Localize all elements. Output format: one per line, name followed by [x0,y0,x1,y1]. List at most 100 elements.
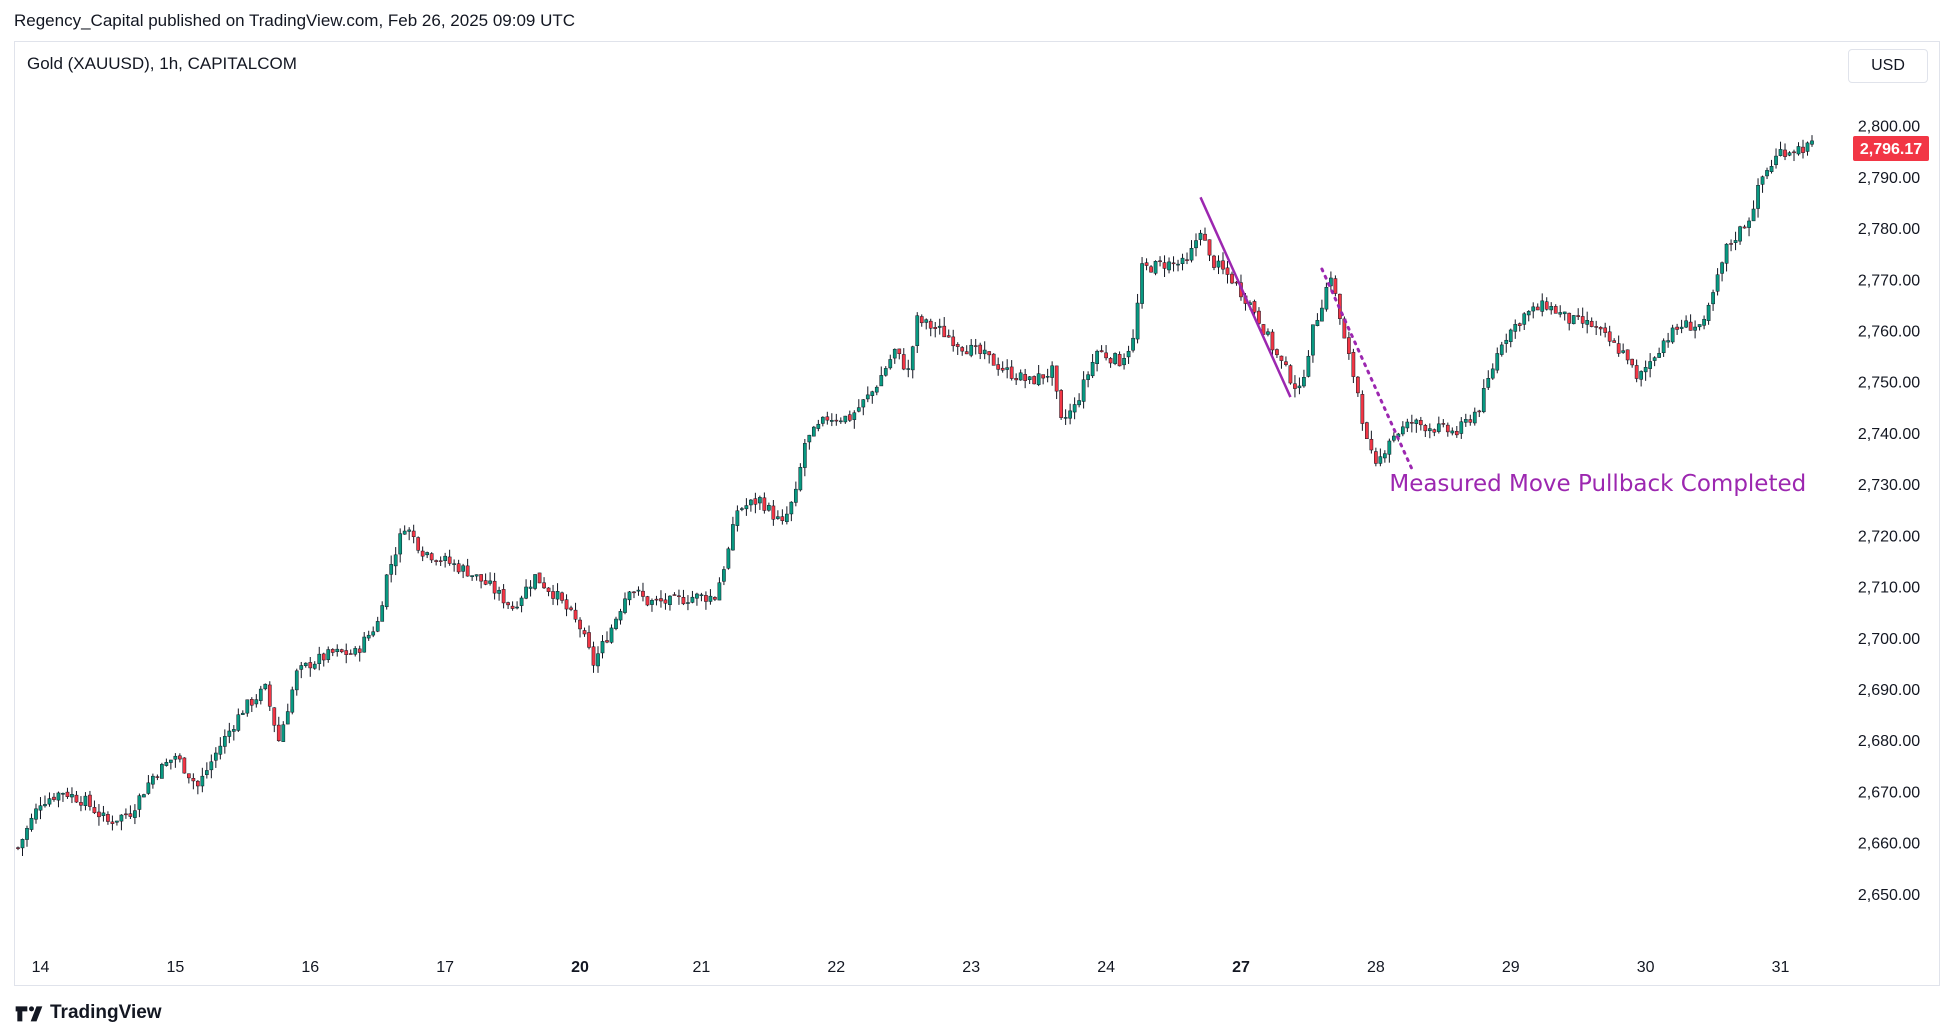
candle-body [366,634,371,639]
candle-body [393,554,398,567]
y-tick-label: 2,650.00 [1858,887,1920,904]
candle-body [1068,410,1072,419]
candle-body [555,591,560,600]
candle-body [245,699,250,714]
candle-body [402,530,407,535]
candle-body [1481,388,1486,413]
candle-body [879,375,884,387]
candle-body [695,593,699,599]
candle-body [137,795,142,810]
candle-body [897,348,902,354]
candle-body [1562,311,1567,315]
candle-body [488,580,492,584]
candle-body [425,552,430,556]
y-tick-label: 2,680.00 [1858,733,1920,750]
candle-body [789,501,794,515]
candle-body [1517,323,1522,326]
candle-body [1275,349,1279,356]
candle-body [1616,343,1621,354]
y-tick-label: 2,760.00 [1858,323,1920,340]
y-tick-label: 2,740.00 [1858,426,1920,443]
candle-body [52,796,56,800]
candle-body [663,599,668,604]
last-price-badge-bg [1853,136,1929,161]
candle-body [744,505,749,510]
candle-body [1499,344,1504,355]
candle-body [1297,385,1302,389]
currency-button[interactable]: USD [1848,49,1928,83]
candle-body [74,794,79,803]
candle-body [888,359,893,369]
candle-body [793,488,798,503]
candle-body [1414,419,1419,424]
candle-body [681,597,686,605]
candle-body [1270,331,1275,351]
candle-body [919,316,924,324]
candle-body [641,590,645,597]
candle-body [820,416,825,424]
candle-body [1580,316,1585,324]
candle-body [1333,278,1338,294]
candle-body [375,621,380,632]
candle-body [1432,429,1437,433]
candle-body [618,611,623,621]
candle-body [1009,366,1014,379]
candle-body [1423,425,1428,432]
candle-body [155,776,160,778]
annotation-label[interactable]: Measured Move Pullback Completed [1389,471,1806,497]
dotted-projection-line[interactable] [1320,267,1414,471]
y-tick-label: 2,800.00 [1858,119,1920,136]
candle-body [1293,383,1297,389]
candle-body [771,505,776,520]
candle-body [1544,301,1549,310]
candle-body [1302,377,1306,387]
tradingview-logo[interactable]: TradingView [14,1000,162,1026]
candle-body [231,729,236,732]
x-tick-label: 24 [1097,959,1115,976]
x-tick-label: 31 [1772,959,1790,976]
candle-body [1144,262,1149,266]
candle-body [1540,300,1545,312]
candle-body [978,344,983,354]
candle-body [1014,378,1019,381]
candle-body [411,530,416,538]
price-axis: 2,650.00 2,660.00 2,670.00 2,680.00 2,690.00… [1858,119,1920,904]
candle-body [1679,326,1684,329]
x-tick-label: 17 [436,959,454,976]
candle-body [1724,243,1729,264]
candle-body [1194,240,1198,249]
candle-body [1441,423,1446,425]
candle-body [1634,365,1639,379]
candle-body [955,344,960,347]
candle-body [1801,146,1805,153]
candle-body [1072,404,1077,413]
candle-body [1657,353,1661,358]
candle-body [1266,331,1270,335]
candle-body [1670,327,1675,343]
candle-body [942,325,947,338]
candle-body [240,712,245,715]
annotations-layer: Measured Move Pullback Completed [1199,196,1806,497]
candle-body [1418,420,1423,426]
candle-body [991,353,996,366]
candle-body [519,597,524,606]
candle-body [798,467,803,491]
candle-body [569,607,573,610]
tradingview-brand: TradingView [50,1002,162,1023]
measured-move-line[interactable] [1199,196,1292,398]
candle-body [969,344,974,356]
candle-body [892,348,897,359]
candle-body [1612,340,1617,343]
candle-body [1383,453,1387,459]
candle-body [56,792,61,801]
candle-body [1733,240,1738,243]
candle-body [276,724,281,742]
candle-body [847,414,852,421]
candles-layer [16,135,1814,857]
candle-body [65,791,70,797]
candle-body [1661,340,1666,354]
candle-body [506,602,510,606]
candle-body [609,627,614,643]
candle-body [1023,374,1028,381]
